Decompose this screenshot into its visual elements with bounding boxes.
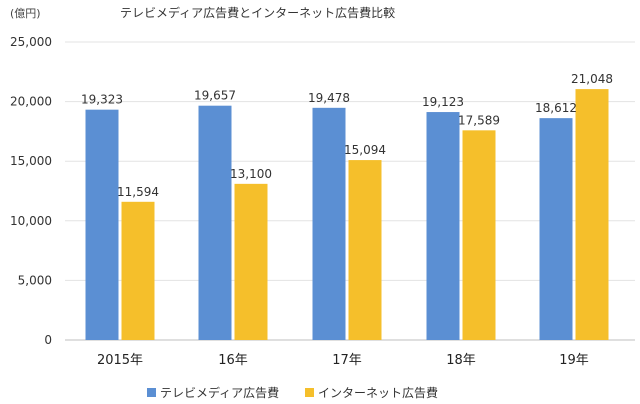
x-tick-label: 19年: [559, 353, 589, 368]
legend-item-tv: テレビメディア広告費: [147, 385, 279, 400]
x-tick-label: 2015年: [97, 353, 143, 368]
data-label: 19,323: [81, 93, 123, 107]
legend: テレビメディア広告費 インターネット広告費: [147, 385, 438, 400]
data-label: 15,094: [344, 143, 386, 157]
internet-ad-bar: [121, 201, 155, 340]
x-tick-label: 16年: [218, 353, 248, 368]
y-tick-label: 0: [44, 333, 52, 347]
legend-item-internet: インターネット広告費: [305, 385, 438, 400]
x-tick-label: 17年: [332, 353, 362, 368]
internet-ad-bar: [462, 130, 496, 340]
chart-title: テレビメディア広告費とインターネット広告費比較: [120, 5, 395, 20]
legend-swatch: [147, 388, 156, 397]
data-label: 21,048: [571, 72, 613, 86]
x-axis-ticks: 2015年 16年 17年 18年 19年: [97, 353, 589, 368]
y-tick-label: 25,000: [10, 35, 52, 49]
x-tick-label: 18年: [446, 353, 476, 368]
legend-swatch: [305, 388, 314, 397]
tv-ad-bar: [312, 107, 346, 341]
tv-ad-bar: [198, 105, 232, 340]
y-tick-label: 5,000: [18, 273, 52, 287]
tv-ad-bar: [539, 118, 573, 340]
data-label: 18,612: [535, 101, 577, 115]
tv-ad-bar: [85, 109, 119, 341]
y-tick-label: 10,000: [10, 214, 52, 228]
internet-ad-bar: [575, 89, 609, 340]
legend-label: インターネット広告費: [318, 385, 438, 400]
tv-ad-bar: [426, 112, 460, 341]
data-label: 19,478: [308, 91, 350, 105]
data-labels: 19,323 19,657 19,478 19,123 18,612 11,594 13,1…: [81, 72, 613, 199]
y-axis-unit-label: (億円): [10, 7, 41, 20]
y-axis-ticks: 0 5,000 10,000 15,000 20,000 25,000: [10, 35, 52, 347]
bars: [85, 89, 609, 341]
data-label: 13,100: [230, 167, 272, 181]
y-tick-label: 15,000: [10, 154, 52, 168]
data-label: 11,594: [117, 185, 159, 199]
internet-ad-bar: [348, 160, 382, 340]
data-label: 19,657: [194, 89, 236, 103]
internet-ad-bar: [234, 183, 268, 340]
data-label: 17,589: [458, 113, 500, 127]
data-label: 19,123: [422, 95, 464, 109]
legend-label: テレビメディア広告費: [160, 385, 279, 400]
y-tick-label: 20,000: [10, 95, 52, 109]
